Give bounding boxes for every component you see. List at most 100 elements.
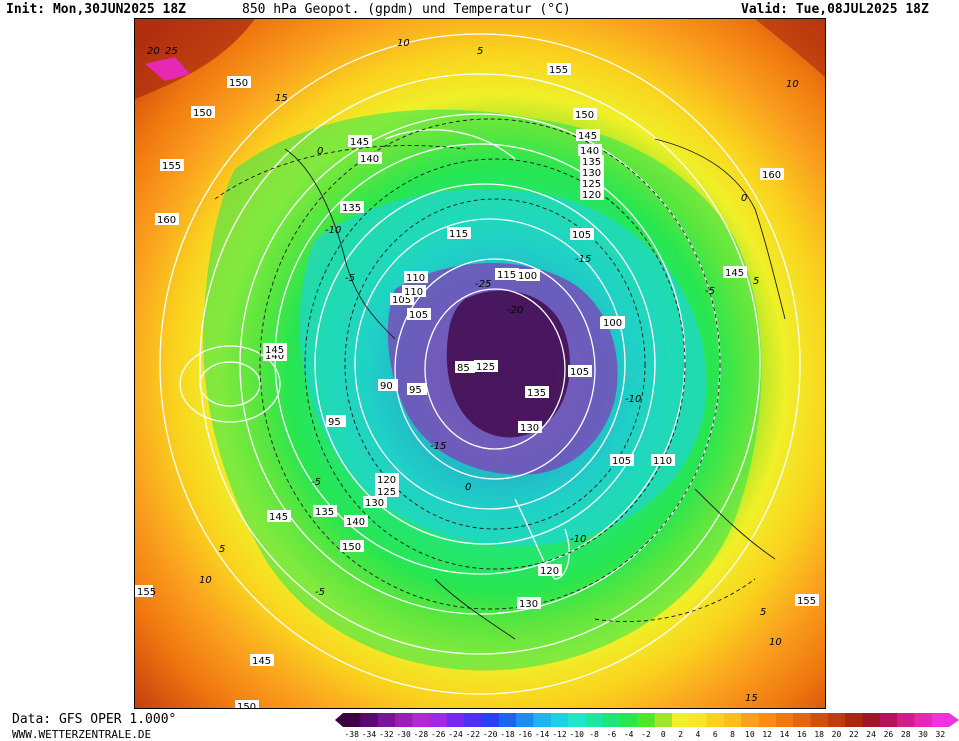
svg-text:160: 160 — [157, 215, 176, 226]
height-label: 85 — [455, 361, 475, 374]
colorbar-tick-label: 24 — [866, 730, 876, 739]
colorbar-tick-label: -2 — [641, 730, 651, 739]
colorbar-tick-label: 12 — [762, 730, 773, 739]
colorbar-tick-label: 32 — [935, 730, 946, 739]
temperature-label: -5 — [315, 587, 325, 598]
height-label: 130 — [363, 496, 387, 509]
colorbar-tick-label: -38 — [344, 730, 359, 739]
temperature-label: 20 — [147, 46, 160, 57]
svg-text:145: 145 — [578, 131, 597, 142]
colorbar-tick-label: 8 — [730, 730, 735, 739]
height-label: 155 — [160, 159, 184, 172]
svg-text:135: 135 — [342, 203, 361, 214]
svg-text:100: 100 — [518, 271, 537, 282]
colorbar-left-arrow — [335, 713, 343, 727]
svg-text:95: 95 — [328, 417, 341, 428]
coastlines — [284, 138, 786, 640]
svg-text:120: 120 — [377, 475, 396, 486]
colorbar-cell — [914, 713, 933, 727]
hot-corner-ne — [755, 19, 825, 78]
colorbar-cell — [862, 713, 881, 727]
colorbar-cell — [931, 713, 950, 727]
height-label: 105 — [407, 308, 431, 321]
height-label: 140 — [578, 144, 602, 157]
colorbar-tick-label: 4 — [695, 730, 701, 739]
height-label: 150 — [191, 106, 215, 119]
temperature-label: 0 — [741, 193, 747, 204]
svg-text:135: 135 — [315, 507, 334, 518]
colorbar-tick-label: -16 — [517, 730, 533, 739]
svg-text:135: 135 — [582, 157, 601, 168]
height-label: 125 — [580, 177, 604, 190]
temperature-contours — [214, 118, 756, 622]
svg-text:155: 155 — [162, 161, 181, 172]
cold-core — [446, 290, 570, 438]
colorbar-cell — [464, 713, 483, 727]
colorbar-cell — [689, 713, 708, 727]
colorbar-cell — [706, 713, 725, 727]
colorbar-tick-label: -14 — [534, 730, 550, 739]
height-label: 105 — [610, 454, 634, 467]
colorbar-cell — [793, 713, 811, 727]
colorbar-ticks: -38 -34 -32 -30 -28 -26 -24 -22 -20 -18 -16 -14 -12-… — [340, 730, 950, 741]
svg-text:110: 110 — [404, 287, 423, 298]
svg-text:140: 140 — [360, 154, 379, 165]
colorbar-cell — [481, 713, 500, 727]
height-label: 95 — [326, 415, 346, 428]
colorbar-tick-label: -34 — [361, 730, 377, 739]
svg-text:130: 130 — [365, 498, 384, 509]
colorbar-cell — [654, 713, 673, 727]
svg-text:145: 145 — [252, 656, 271, 667]
temperature-label: 25 — [165, 46, 178, 57]
height-label: 110 — [404, 271, 428, 284]
svg-text:120: 120 — [540, 566, 559, 577]
height-label: 100 — [516, 269, 540, 282]
colorbar-cell — [533, 713, 552, 727]
svg-text:115: 115 — [449, 229, 468, 240]
height-label: 160 — [760, 168, 784, 181]
svg-text:85: 85 — [457, 363, 470, 374]
colorbar-tick-label: 18 — [814, 730, 824, 739]
svg-text:145: 145 — [725, 268, 744, 279]
height-label: 110 — [402, 285, 426, 298]
height-label: 130 — [517, 597, 541, 610]
temperature-label: -5 — [345, 273, 355, 284]
colorbar-cell — [394, 713, 413, 727]
temperature-label: 5 — [753, 276, 759, 287]
chart-title: 850 hPa Geopot. (gpdm) und Temperatur (°… — [242, 2, 571, 17]
colorbar-tick-label: -22 — [465, 730, 481, 739]
height-label: 105 — [570, 228, 594, 241]
colorbar-cell — [550, 713, 569, 727]
svg-text:110: 110 — [406, 273, 425, 284]
colorbar-tick-label: -20 — [482, 730, 498, 739]
colorbar-cell — [516, 713, 534, 727]
hot-spot — [145, 57, 190, 81]
colorbar-tick-label: -30 — [396, 730, 411, 739]
height-label: 145 — [576, 129, 600, 142]
height-label: 150 — [573, 108, 597, 121]
svg-text:150: 150 — [229, 78, 248, 89]
svg-text:135: 135 — [527, 388, 546, 399]
colorbar-tick-label: -24 — [448, 730, 463, 739]
svg-text:145: 145 — [350, 137, 369, 148]
temperature-label: 10 — [199, 575, 212, 586]
colorbar-cell — [810, 713, 829, 727]
colorbar-tick-label: 10 — [745, 730, 755, 739]
data-source: Data: GFS OPER 1.000° — [12, 712, 177, 727]
colorbar-tick-label: -4 — [623, 730, 634, 739]
height-label: 105 — [568, 365, 592, 378]
height-label: 150 — [227, 76, 251, 89]
height-label: 120 — [538, 564, 562, 577]
height-label: 115 — [495, 268, 519, 281]
height-label: 90 — [378, 379, 398, 392]
svg-text:125: 125 — [582, 179, 601, 190]
website-link[interactable]: WWW.WETTERZENTRALE.DE — [12, 728, 152, 741]
temperature-label: -10 — [625, 394, 641, 405]
height-label: 145 — [348, 135, 372, 148]
temperature-label: 5 — [760, 607, 766, 618]
colorbar-tick-label: 0 — [660, 730, 666, 739]
height-label: 135 — [313, 505, 337, 518]
svg-text:110: 110 — [653, 456, 672, 467]
colorbar-tick-label: -10 — [569, 730, 584, 739]
svg-text:140: 140 — [580, 146, 599, 157]
